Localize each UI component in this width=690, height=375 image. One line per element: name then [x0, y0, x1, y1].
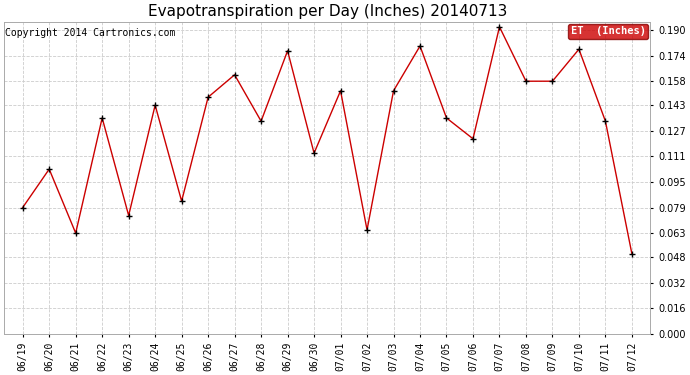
- Legend: ET  (Inches): ET (Inches): [568, 24, 649, 39]
- Title: Evapotranspiration per Day (Inches) 20140713: Evapotranspiration per Day (Inches) 2014…: [148, 4, 507, 19]
- Text: Copyright 2014 Cartronics.com: Copyright 2014 Cartronics.com: [6, 28, 176, 38]
